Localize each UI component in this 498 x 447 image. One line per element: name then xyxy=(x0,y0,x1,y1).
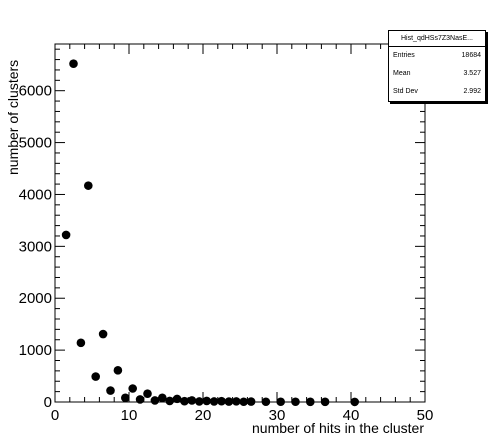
data-point xyxy=(291,397,300,407)
y-axis-title: number of clusters xyxy=(5,60,21,175)
data-point xyxy=(239,397,248,407)
data-point xyxy=(150,396,160,405)
data-point xyxy=(143,389,152,398)
data-point xyxy=(209,397,219,406)
y-tick-label: 2000 xyxy=(19,290,52,307)
data-point xyxy=(61,230,71,240)
data-point xyxy=(187,396,197,405)
stats-box: Hist_qdHSs7Z3NasE... Entries 18684 Mean … xyxy=(388,30,486,102)
data-point xyxy=(276,397,286,407)
stats-row-entries: Entries 18684 xyxy=(389,47,485,65)
y-tick-label: 4000 xyxy=(19,186,52,203)
data-point xyxy=(135,395,145,404)
stats-value: 18684 xyxy=(461,52,481,59)
data-point xyxy=(350,397,360,407)
y-tick-label: 0 xyxy=(44,394,52,411)
x-tick-label: 40 xyxy=(343,407,360,424)
stats-value: 2.992 xyxy=(463,88,481,95)
data-point xyxy=(261,397,271,407)
data-point xyxy=(180,396,189,406)
data-point xyxy=(224,397,234,406)
stats-row-mean: Mean 3.527 xyxy=(389,65,485,83)
data-point xyxy=(128,384,137,393)
data-points xyxy=(61,59,360,407)
stats-label: Entries xyxy=(393,52,415,59)
data-point xyxy=(232,397,241,406)
x-tick-label: 0 xyxy=(51,407,59,424)
stats-value: 3.527 xyxy=(463,70,481,77)
y-tick-label: 6000 xyxy=(19,83,52,100)
x-axis-ticks: 0 10 20 30 40 50 xyxy=(51,44,434,424)
data-point xyxy=(121,393,130,403)
data-point xyxy=(113,366,123,375)
data-point xyxy=(106,386,115,395)
data-point xyxy=(320,397,330,407)
plot-frame xyxy=(54,43,426,403)
x-tick-label: 30 xyxy=(269,407,286,424)
data-point xyxy=(158,393,167,403)
y-tick-label: 1000 xyxy=(19,342,52,359)
data-point xyxy=(195,397,204,406)
data-point xyxy=(84,181,93,190)
data-point xyxy=(165,396,174,406)
data-point xyxy=(202,396,211,406)
y-tick-label: 5000 xyxy=(19,135,52,152)
x-axis-title: number of hits in the cluster xyxy=(252,420,424,436)
x-tick-label: 20 xyxy=(195,407,212,424)
data-point xyxy=(172,394,182,404)
y-tick-label: 3000 xyxy=(19,238,52,255)
x-tick-label: 10 xyxy=(121,407,138,424)
data-point xyxy=(98,329,108,339)
data-point xyxy=(217,396,226,406)
x-tick-label: 50 xyxy=(417,407,434,424)
stats-label: Std Dev xyxy=(393,88,418,95)
stats-box-title: Hist_qdHSs7Z3NasE... xyxy=(389,31,485,47)
stats-row-std-dev: Std Dev 2.992 xyxy=(389,83,485,101)
data-point xyxy=(91,372,100,381)
data-point xyxy=(246,397,256,406)
data-point xyxy=(76,338,86,348)
stats-label: Mean xyxy=(393,70,411,77)
data-point xyxy=(306,397,315,407)
data-point xyxy=(69,59,78,69)
y-axis-ticks: 0 1000 2000 3000 4000 5000 6000 xyxy=(19,48,425,411)
